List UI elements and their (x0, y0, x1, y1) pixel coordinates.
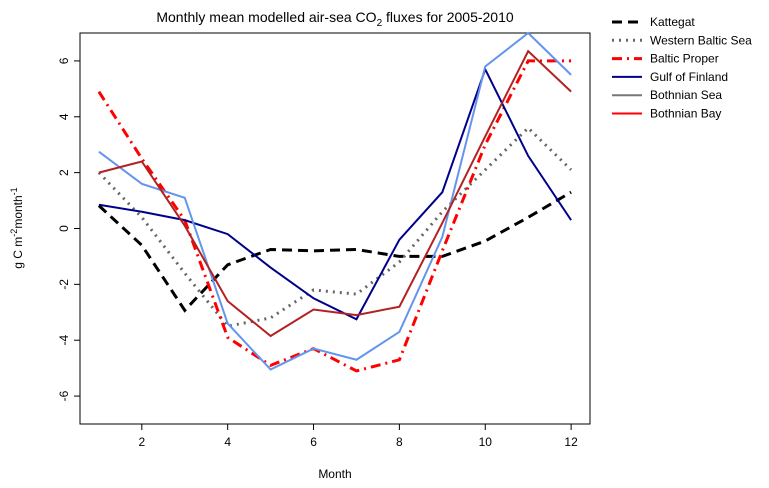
x-tick-label: 6 (310, 435, 317, 449)
y-tick-label: -6 (57, 390, 71, 401)
y-tick-label: -4 (57, 335, 71, 346)
title-part: fluxes for 2005-2010 (382, 9, 514, 25)
y-label-part: g C m (11, 237, 25, 269)
x-tick-label: 10 (479, 435, 493, 449)
legend-label: Bothnian Bay (650, 107, 721, 121)
x-axis-label: Month (318, 467, 351, 481)
series-line (97, 125, 573, 328)
x-tick-label: 2 (138, 435, 145, 449)
series-line (98, 66, 572, 321)
chart-title: Monthly mean modelled air-sea CO2 fluxes… (156, 9, 514, 29)
x-tick-label: 8 (396, 435, 403, 449)
y-label-part: month (11, 195, 25, 228)
title-subscript: 2 (377, 18, 383, 29)
series-line (98, 49, 572, 338)
legend-label: Western Baltic Sea (650, 33, 752, 47)
legend-label: Bothnian Sea (650, 88, 722, 102)
x-tick-label: 4 (224, 435, 231, 449)
series-line (97, 190, 572, 313)
plot-frame (79, 32, 591, 425)
y-axis-label: g C m-2month-1 (9, 187, 25, 268)
x-tick-label: 12 (564, 435, 578, 449)
legend-label: Gulf of Finland (650, 70, 728, 84)
legend-label: Kattegat (650, 15, 695, 29)
title-part: Monthly mean modelled air-sea CO (156, 9, 376, 25)
legend-label: Baltic Proper (650, 52, 719, 66)
y-tick-label: 2 (57, 169, 71, 176)
y-tick-label: -2 (57, 279, 71, 290)
y-tick-label: 6 (57, 57, 71, 64)
y-tick-label: 4 (57, 113, 71, 120)
series-line (97, 59, 572, 373)
y-label-superscript: -1 (9, 187, 19, 195)
y-label-superscript: -2 (9, 229, 19, 237)
y-tick-label: 0 (57, 225, 71, 232)
series-line (98, 31, 572, 371)
